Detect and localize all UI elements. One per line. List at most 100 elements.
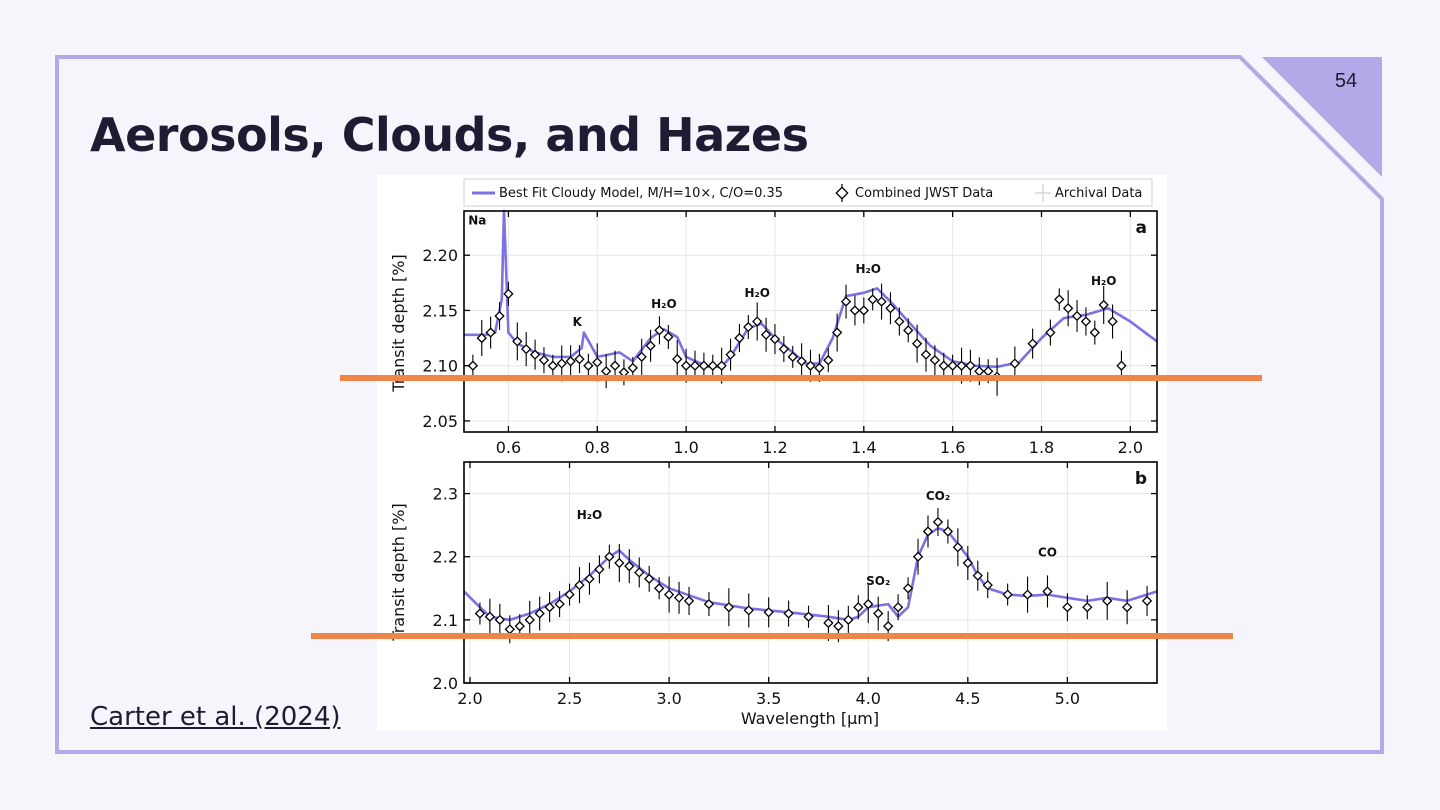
data-point xyxy=(698,360,710,371)
data-point xyxy=(725,349,736,360)
data-point xyxy=(653,583,665,594)
data-point xyxy=(600,366,612,377)
data-point xyxy=(538,355,550,366)
panel-b-data-points xyxy=(474,507,1153,644)
data-point xyxy=(1027,338,1038,349)
panel-a-tick-labels: 0.6 0.8 1.0 1.2 1.4 1.6 1.8 2.0 2.05 2.10 2.15 2.20 xyxy=(422,246,1143,457)
data-point xyxy=(903,325,914,336)
panel-a-grid xyxy=(464,211,1157,432)
x-tick-label: 1.2 xyxy=(762,438,787,457)
panel-a-ylabel: Transit depth [%] xyxy=(389,254,408,392)
citation-link[interactable]: Carter et al. (2024) xyxy=(90,702,341,732)
data-point xyxy=(823,617,834,629)
y-tick-label: 2.1 xyxy=(433,611,458,630)
data-point xyxy=(1022,589,1033,600)
spectrum-figure: Best Fit Cloudy Model, M/H=10×, C/O=0.35… xyxy=(389,178,1158,728)
data-point xyxy=(716,360,727,371)
data-point xyxy=(514,621,525,632)
data-point xyxy=(574,353,585,365)
data-point xyxy=(627,362,638,374)
data-point xyxy=(565,356,576,367)
data-point xyxy=(1042,586,1053,597)
page-number: 54 xyxy=(1334,70,1358,92)
data-point xyxy=(521,343,532,355)
data-point xyxy=(524,614,535,626)
model-series-line xyxy=(464,209,1158,369)
data-point xyxy=(1102,595,1113,607)
data-point xyxy=(734,332,745,344)
panel-a-annotations: Na K H₂O H₂O H₂O H₂O xyxy=(468,213,1116,329)
data-point xyxy=(554,598,565,610)
data-point xyxy=(760,329,772,340)
data-point xyxy=(673,592,685,603)
data-point xyxy=(534,608,545,619)
panel-b-xlabel: Wavelength [μm] xyxy=(741,709,879,728)
data-point xyxy=(983,366,994,377)
data-point xyxy=(947,360,958,371)
data-point xyxy=(1071,310,1083,322)
y-tick-label: 2.05 xyxy=(422,412,458,431)
data-point xyxy=(1045,327,1056,338)
legend-jwst-label: Combined JWST Data xyxy=(855,186,993,201)
data-point xyxy=(654,325,665,336)
molecule-annotation: K xyxy=(573,315,583,329)
data-point xyxy=(663,589,675,600)
data-point xyxy=(991,371,1003,382)
data-point xyxy=(1107,316,1118,327)
data-point xyxy=(503,288,514,300)
x-tick-label: 2.0 xyxy=(1118,438,1143,457)
data-point xyxy=(805,360,816,371)
data-point xyxy=(922,526,934,537)
molecule-annotation: H₂O xyxy=(651,297,677,311)
data-point xyxy=(485,327,496,338)
x-tick-label: 0.6 xyxy=(496,438,521,457)
data-point xyxy=(876,296,887,307)
molecule-annotation: CO₂ xyxy=(926,489,950,503)
data-point xyxy=(680,360,692,371)
panel-b-grid xyxy=(464,462,1157,684)
x-tick-label: 4.5 xyxy=(955,689,980,708)
x-tick-label: 1.4 xyxy=(851,438,876,457)
data-point xyxy=(1062,602,1073,613)
data-point xyxy=(604,551,615,562)
data-point xyxy=(484,611,496,622)
data-point xyxy=(547,360,559,371)
x-tick-label: 1.0 xyxy=(673,438,698,457)
x-tick-label: 0.8 xyxy=(585,438,610,457)
data-point xyxy=(965,360,976,371)
y-tick-label: 2.3 xyxy=(433,485,458,504)
data-point xyxy=(982,579,993,591)
data-point xyxy=(972,570,983,581)
data-point xyxy=(892,602,904,613)
data-point xyxy=(769,334,781,345)
data-point xyxy=(831,327,843,338)
data-point xyxy=(683,595,695,607)
panel-b-model-line xyxy=(463,526,1158,622)
data-point xyxy=(644,573,655,584)
data-point xyxy=(942,526,954,537)
x-tick-label: 1.6 xyxy=(940,438,965,457)
data-point xyxy=(609,360,621,371)
axes-frame xyxy=(463,461,1158,684)
data-point xyxy=(840,296,852,307)
data-point xyxy=(474,608,486,619)
data-point xyxy=(952,542,964,553)
data-point xyxy=(645,340,656,351)
panel-a-model-line xyxy=(464,209,1158,369)
panel-a-axes xyxy=(463,210,1158,433)
data-point xyxy=(902,583,914,594)
data-point xyxy=(494,310,505,322)
data-point xyxy=(752,316,763,327)
data-point xyxy=(796,356,807,367)
molecule-annotation: CO xyxy=(1038,546,1057,560)
y-tick-label: 2.10 xyxy=(422,357,458,376)
data-point xyxy=(787,351,798,363)
y-tick-label: 2.2 xyxy=(433,548,458,567)
data-point xyxy=(556,358,567,369)
data-point xyxy=(1089,327,1100,338)
data-point xyxy=(873,608,884,619)
data-point xyxy=(584,573,595,584)
data-point xyxy=(1141,595,1153,607)
molecule-annotation: H₂O xyxy=(577,508,603,522)
legend-model-label: Best Fit Cloudy Model, M/H=10×, C/O=0.35 xyxy=(499,186,783,201)
